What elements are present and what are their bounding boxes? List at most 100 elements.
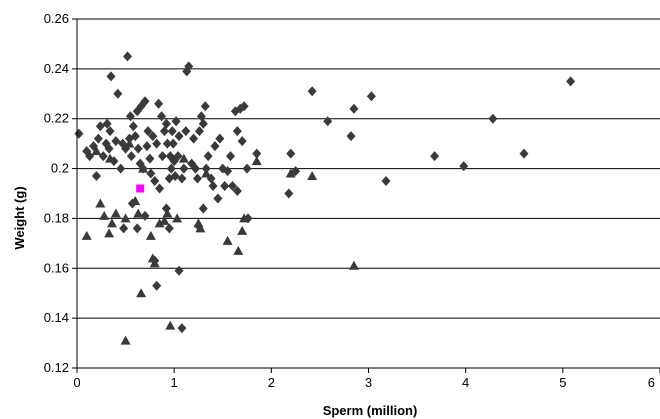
diamond-point bbox=[140, 96, 150, 107]
triangle-point bbox=[91, 146, 102, 156]
diamond-point bbox=[286, 148, 296, 159]
diamond-point bbox=[143, 126, 153, 137]
x-tick-label: 2 bbox=[268, 375, 275, 390]
triangle-point bbox=[162, 208, 173, 218]
triangle-point bbox=[172, 213, 183, 223]
diamond-point bbox=[125, 111, 135, 122]
diamond-point bbox=[167, 126, 177, 137]
diamond-point bbox=[166, 163, 176, 174]
data-points bbox=[74, 51, 576, 345]
x-axis-title: Sperm (million) bbox=[323, 403, 418, 418]
diamond-point bbox=[519, 148, 529, 159]
triangle-point bbox=[251, 156, 262, 166]
diamond-point bbox=[192, 173, 202, 184]
diamond-point bbox=[566, 76, 576, 87]
diamond-point bbox=[133, 143, 143, 154]
x-tick-label: 6 bbox=[648, 375, 655, 390]
diamond-point bbox=[91, 171, 101, 182]
y-tick-label: 0.2 bbox=[51, 161, 69, 176]
diamond-point bbox=[252, 148, 262, 159]
diamond-point bbox=[140, 210, 150, 221]
triangle-point bbox=[222, 235, 233, 245]
diamond-point bbox=[196, 111, 206, 122]
diamond-point bbox=[128, 121, 138, 132]
diamond-point bbox=[105, 126, 115, 137]
diamond-point bbox=[130, 131, 140, 142]
diamond-point bbox=[208, 181, 218, 192]
diamond-point bbox=[191, 163, 201, 174]
triangle-point bbox=[239, 213, 250, 223]
diamond-point bbox=[203, 151, 213, 162]
diamond-point bbox=[346, 131, 356, 142]
y-tick-label: 0.26 bbox=[44, 11, 69, 26]
triangle-point bbox=[165, 320, 176, 330]
diamond-point bbox=[210, 141, 220, 152]
x-tick-label: 5 bbox=[559, 375, 566, 390]
y-tick-label: 0.24 bbox=[44, 61, 69, 76]
diamond-point bbox=[198, 118, 208, 129]
triangle-point bbox=[159, 215, 170, 225]
triangle-point bbox=[120, 213, 131, 223]
triangle-point bbox=[120, 335, 131, 345]
diamond-point bbox=[161, 118, 171, 129]
diamond-point bbox=[430, 151, 440, 162]
diamond-point bbox=[173, 151, 183, 162]
x-tick-label: 4 bbox=[462, 375, 469, 390]
triangle-point bbox=[133, 208, 144, 218]
diamond-point bbox=[227, 181, 237, 192]
y-tick-label: 0.18 bbox=[44, 210, 69, 225]
diamond-point bbox=[232, 126, 242, 137]
diamond-point bbox=[181, 126, 191, 137]
diamond-point bbox=[226, 151, 236, 162]
diamond-point bbox=[232, 186, 242, 197]
diamond-point bbox=[126, 151, 136, 162]
triangle-point bbox=[178, 153, 189, 163]
diamond-point bbox=[223, 166, 233, 177]
triangle-point bbox=[149, 258, 160, 268]
diamond-point bbox=[323, 116, 333, 127]
diamond-point bbox=[177, 323, 187, 334]
diamond-point bbox=[148, 131, 158, 142]
diamond-point bbox=[155, 183, 165, 194]
triangle-point bbox=[237, 225, 248, 235]
diamond-point bbox=[132, 223, 142, 234]
diamond-point bbox=[488, 113, 498, 124]
diamond-point bbox=[116, 163, 126, 174]
triangle-point bbox=[105, 153, 116, 163]
triangle-point bbox=[99, 210, 110, 220]
diamond-point bbox=[152, 138, 162, 149]
triangle-point bbox=[110, 208, 121, 218]
diamond-point bbox=[174, 131, 184, 142]
diamond-point bbox=[102, 118, 112, 129]
diamond-point bbox=[174, 265, 184, 276]
diamond-point bbox=[237, 136, 247, 147]
diamond-point bbox=[170, 171, 180, 182]
diamond-point bbox=[242, 163, 252, 174]
diamond-point bbox=[198, 203, 208, 214]
axes bbox=[72, 18, 660, 373]
diamond-point bbox=[85, 151, 95, 162]
diamond-point bbox=[307, 86, 317, 97]
y-tick-label: 0.22 bbox=[44, 111, 69, 126]
triangle-point bbox=[104, 228, 115, 238]
triangle-point bbox=[81, 230, 92, 240]
triangle-point bbox=[136, 288, 147, 298]
triangle-point bbox=[195, 223, 206, 233]
triangle-point bbox=[193, 218, 204, 228]
diamond-point bbox=[152, 280, 162, 291]
y-tick-label: 0.16 bbox=[44, 260, 69, 275]
diamond-point bbox=[150, 176, 160, 187]
diamond-point bbox=[194, 126, 204, 137]
tick-labels: 0.12 0.14 0.16 0.18 0.2 0.22 0.24 0.26 0 1 2 3 4 5 6 bbox=[44, 11, 655, 390]
triangle-point bbox=[201, 168, 212, 178]
diamond-point bbox=[284, 188, 294, 199]
diamond-point bbox=[162, 138, 172, 149]
diamond-point bbox=[366, 91, 376, 102]
triangle-point bbox=[145, 230, 156, 240]
triangle-point bbox=[124, 138, 135, 148]
square-point bbox=[136, 184, 145, 193]
diamond-point bbox=[349, 103, 359, 114]
diamond-point bbox=[158, 151, 168, 162]
diamond-point bbox=[93, 133, 103, 144]
